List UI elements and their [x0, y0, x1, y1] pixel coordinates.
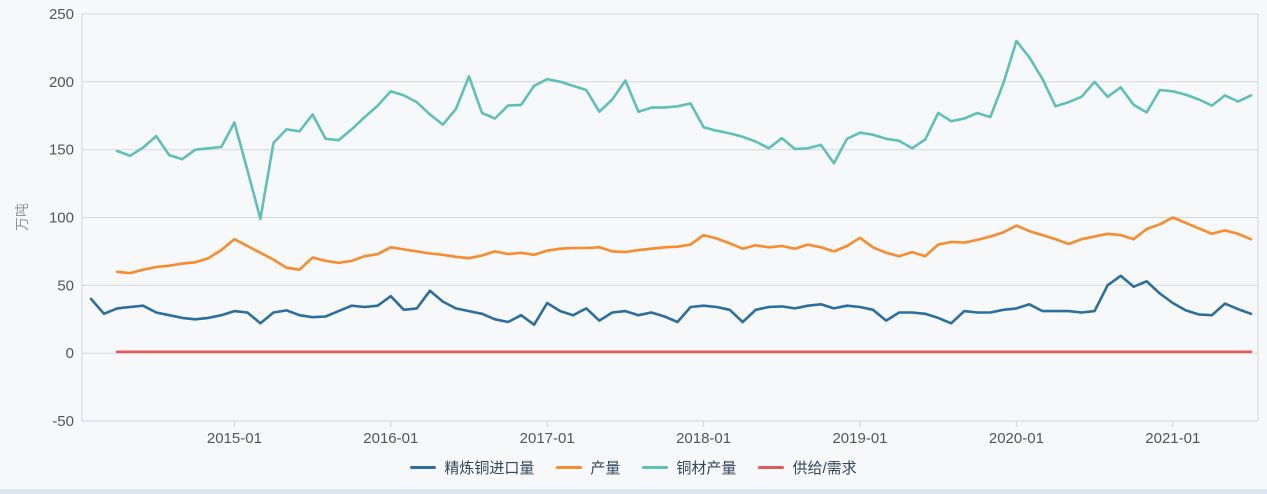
legend-label: 供给/需求 — [792, 460, 857, 477]
legend-line-swatch — [642, 466, 669, 469]
y-axis-title: 万吨 — [14, 203, 30, 231]
x-axis-tick-label: 2018-01 — [676, 430, 731, 447]
legend-item-供给/需求[interactable]: 供给/需求 — [758, 457, 857, 478]
y-axis-tick-label: 50 — [57, 277, 74, 294]
legend-item-产量[interactable]: 产量 — [556, 457, 620, 478]
y-axis-tick-label: 200 — [49, 74, 74, 91]
x-axis-tick-label: 2015-01 — [207, 430, 262, 447]
y-axis-tick-label: -50 — [52, 413, 74, 430]
y-axis-tick-label: 0 — [66, 345, 74, 362]
x-axis-tick-label: 2019-01 — [832, 430, 887, 447]
legend-line-swatch — [410, 466, 437, 469]
legend-item-精炼铜进口量[interactable]: 精炼铜进口量 — [410, 457, 534, 478]
series-line-产量 — [115, 216, 1253, 275]
bottom-strip — [0, 489, 1267, 494]
legend-line-swatch — [758, 466, 785, 469]
y-axis-tick-label: 250 — [49, 6, 74, 23]
series-line-精炼铜进口量 — [89, 274, 1253, 327]
y-axis-tick-label: 100 — [49, 210, 74, 227]
legend-item-铜材产量[interactable]: 铜材产量 — [642, 457, 736, 478]
legend-label: 产量 — [590, 460, 621, 477]
line-chart-canvas: 250 200 150 100 50 0 -50 2015-01 2016-01 2017-01 2… — [49, 6, 1259, 447]
legend-label: 精炼铜进口量 — [444, 460, 535, 477]
y-axis-tick-label: 150 — [49, 142, 74, 159]
x-axis-tick-label: 2020-01 — [989, 430, 1044, 447]
x-axis-tick-label: 2016-01 — [363, 430, 418, 447]
legend-line-swatch — [556, 466, 583, 469]
series-line-铜材产量 — [115, 39, 1253, 221]
x-axis-tick-label: 2017-01 — [520, 430, 575, 447]
legend-label: 铜材产量 — [676, 460, 737, 477]
chart-legend: 精炼铜进口量 产量 铜材产量 供给/需求 — [0, 457, 1267, 478]
x-axis-tick-label: 2021-01 — [1145, 430, 1200, 447]
